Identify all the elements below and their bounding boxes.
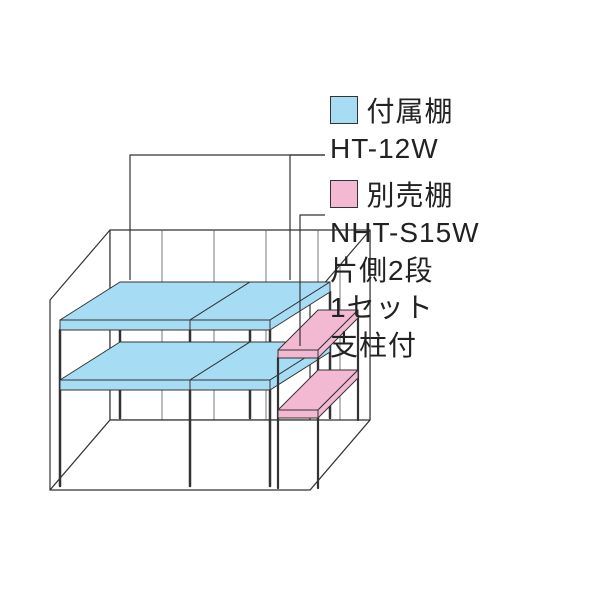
legend-entry-blue: 付属棚 HT-12W <box>330 90 480 168</box>
legend-line: NHT-S15W <box>330 214 480 252</box>
legend-lines-blue: HT-12W <box>330 130 480 168</box>
legend-line: HT-12W <box>330 130 480 168</box>
legend-title-pink: 別売棚 <box>366 174 453 214</box>
legend-line: 片側2段 <box>330 252 480 290</box>
swatch-pink <box>330 180 358 208</box>
legend-title-blue: 付属棚 <box>366 90 453 130</box>
legend-lines-pink: NHT-S15W 片側2段 1セット 支柱付 <box>330 214 480 365</box>
shelf-diagram <box>0 0 600 600</box>
swatch-blue <box>330 96 358 124</box>
legend-line: 支柱付 <box>330 327 480 365</box>
legend-line: 1セット <box>330 289 480 327</box>
legend: 付属棚 HT-12W 別売棚 NHT-S15W 片側2段 1セット 支柱付 <box>330 90 480 371</box>
legend-entry-pink: 別売棚 NHT-S15W 片側2段 1セット 支柱付 <box>330 174 480 365</box>
